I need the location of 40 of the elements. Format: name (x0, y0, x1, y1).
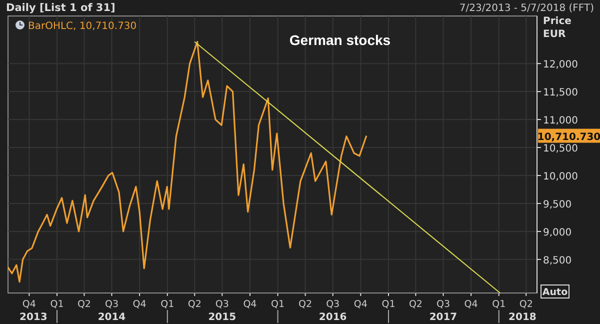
x-tick-label: Q4 (464, 299, 478, 310)
y-tick-label: 10,500 (543, 144, 578, 155)
x-tick-label: Q3 (326, 299, 340, 310)
x-tick-label: Q2 (77, 299, 91, 310)
chart-subtitle: Daily [List 1 of 31] (6, 2, 116, 14)
y-tick-label: 9,000 (543, 227, 572, 238)
x-tick-label: Q1 (492, 299, 506, 310)
x2-tick-label: 2018 (508, 312, 536, 323)
x-tick-label: Q1 (271, 299, 285, 310)
text: 7/23/2013 - 5/7/2018 (FFT) (459, 3, 594, 14)
x-tick-label: Q3 (215, 299, 229, 310)
text: Auto (542, 287, 568, 298)
y-tick-label: 9,500 (543, 199, 572, 210)
y-tick-label: 11,500 (543, 88, 578, 99)
x-tick-label: Q2 (519, 299, 533, 310)
x-tick-label: Q1 (382, 299, 396, 310)
x-tick-label: Q4 (354, 299, 368, 310)
text: BarOHLC, 10,710.730 (28, 21, 137, 32)
y-axis-title: Price EUR (543, 16, 572, 40)
x-tick-label: Q1 (160, 299, 174, 310)
x-tick-label: Q4 (22, 299, 36, 310)
x2-tick-label: 2017 (429, 312, 458, 323)
x2-tick-label: 2014 (98, 312, 126, 323)
x2-tick-label: 2013 (19, 312, 48, 323)
x2-tick-label: 2015 (208, 312, 236, 323)
x-tick-label: Q3 (104, 299, 119, 310)
y-tick-label: 11,000 (543, 116, 578, 127)
x-tick-label: Q2 (298, 299, 312, 310)
y-tick-label: 12,000 (543, 60, 578, 71)
x-tick-label: Q1 (50, 299, 64, 310)
x-tick-label: Q2 (408, 299, 422, 310)
x-tick-label: Q4 (132, 299, 146, 310)
text: 10,710.730 (537, 132, 600, 143)
x2-tick-label: 2016 (318, 312, 347, 323)
text: German stocks (289, 32, 391, 48)
y-tick-label: 10,000 (543, 171, 578, 182)
x-tick-label: Q4 (243, 299, 257, 310)
x-tick-label: Q2 (188, 299, 202, 310)
x-tick-label: Q3 (436, 299, 450, 310)
y-tick-label: 8,500 (543, 255, 572, 266)
